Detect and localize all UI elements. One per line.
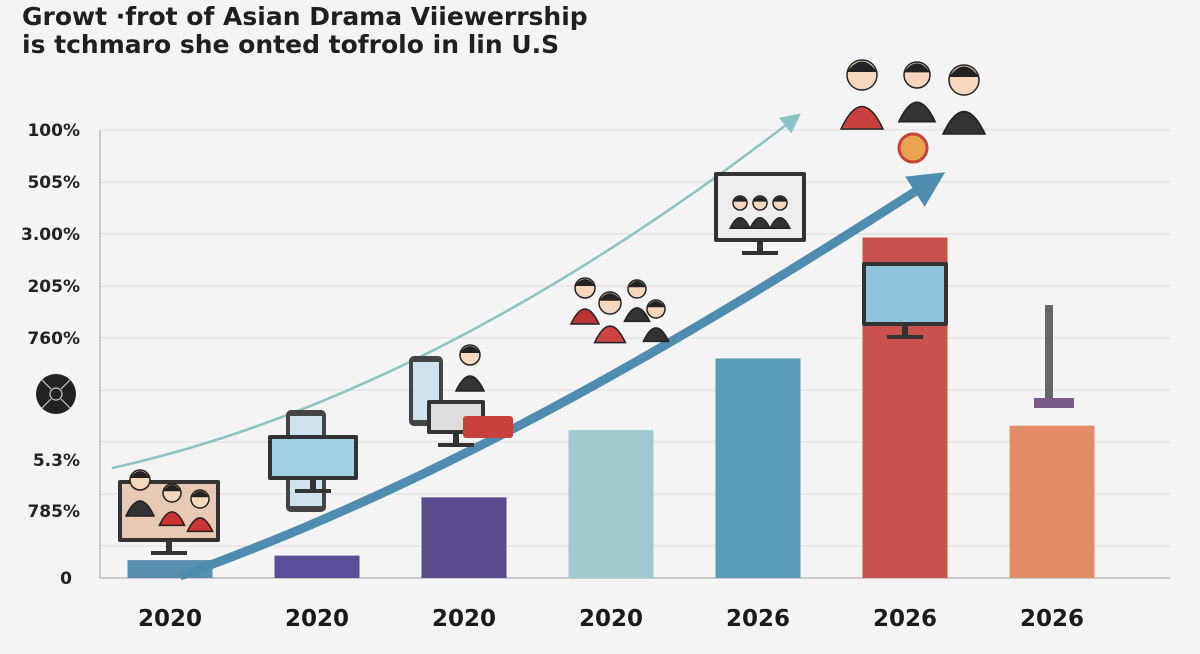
person-icon <box>623 279 651 323</box>
person-icon <box>769 195 791 229</box>
bars <box>127 237 1095 578</box>
illustrations <box>118 59 1074 555</box>
y-tick-label: 5.3% <box>33 451 80 471</box>
x-tick-label: 2020 <box>579 606 643 632</box>
film-reel-icon <box>36 374 76 414</box>
trophy-icon <box>1034 305 1074 408</box>
y-tick-label: 505% <box>27 173 80 193</box>
bar-4 <box>568 430 654 578</box>
chart-title-line1: Growt ·frot of Asian Drama Viiewerrship <box>22 2 588 31</box>
bar-7 <box>1009 425 1095 578</box>
person-icon <box>569 277 601 325</box>
y-tick-label: 205% <box>27 277 80 297</box>
x-tick-label: 2026 <box>873 606 937 632</box>
monitor-icon <box>268 435 358 493</box>
y-tick-label: 100% <box>27 121 80 141</box>
person-icon <box>642 299 670 343</box>
x-tick-label: 2020 <box>285 606 349 632</box>
person-icon <box>839 59 885 130</box>
x-tick-label: 2026 <box>726 606 790 632</box>
ticket-icon <box>463 416 513 438</box>
y-tick-label: 0 <box>60 569 72 589</box>
y-tick-label: 760% <box>27 329 80 349</box>
person-icon <box>124 469 156 517</box>
y-tick-label: 785% <box>27 502 80 522</box>
y-tick-label: 3.00% <box>21 225 80 245</box>
person-icon <box>158 483 186 527</box>
bar-5 <box>715 358 801 578</box>
monitor-icon <box>714 172 806 255</box>
person-icon <box>897 61 937 123</box>
bar-2 <box>274 555 360 578</box>
person-icon <box>454 344 486 392</box>
x-tick-label: 2026 <box>1020 606 1084 632</box>
person-icon <box>186 489 214 533</box>
y-tick-labels: 100% 505% 3.00% 205% 760% 5.3% 785% 0 <box>21 121 80 589</box>
x-tick-labels: 2020 2020 2020 2020 2026 2026 2026 <box>138 606 1084 632</box>
chart-title-line2: is tchmaro she onted tofrolo in lin U.S <box>22 30 560 59</box>
x-tick-label: 2020 <box>432 606 496 632</box>
trend-arrow-thick <box>178 172 946 581</box>
bar-3 <box>421 497 507 578</box>
person-icon <box>593 291 627 344</box>
x-tick-label: 2020 <box>138 606 202 632</box>
monitor-icon <box>862 262 948 339</box>
award-icon <box>897 132 929 164</box>
person-icon <box>941 64 987 135</box>
trend-arrow-thin <box>111 113 801 470</box>
